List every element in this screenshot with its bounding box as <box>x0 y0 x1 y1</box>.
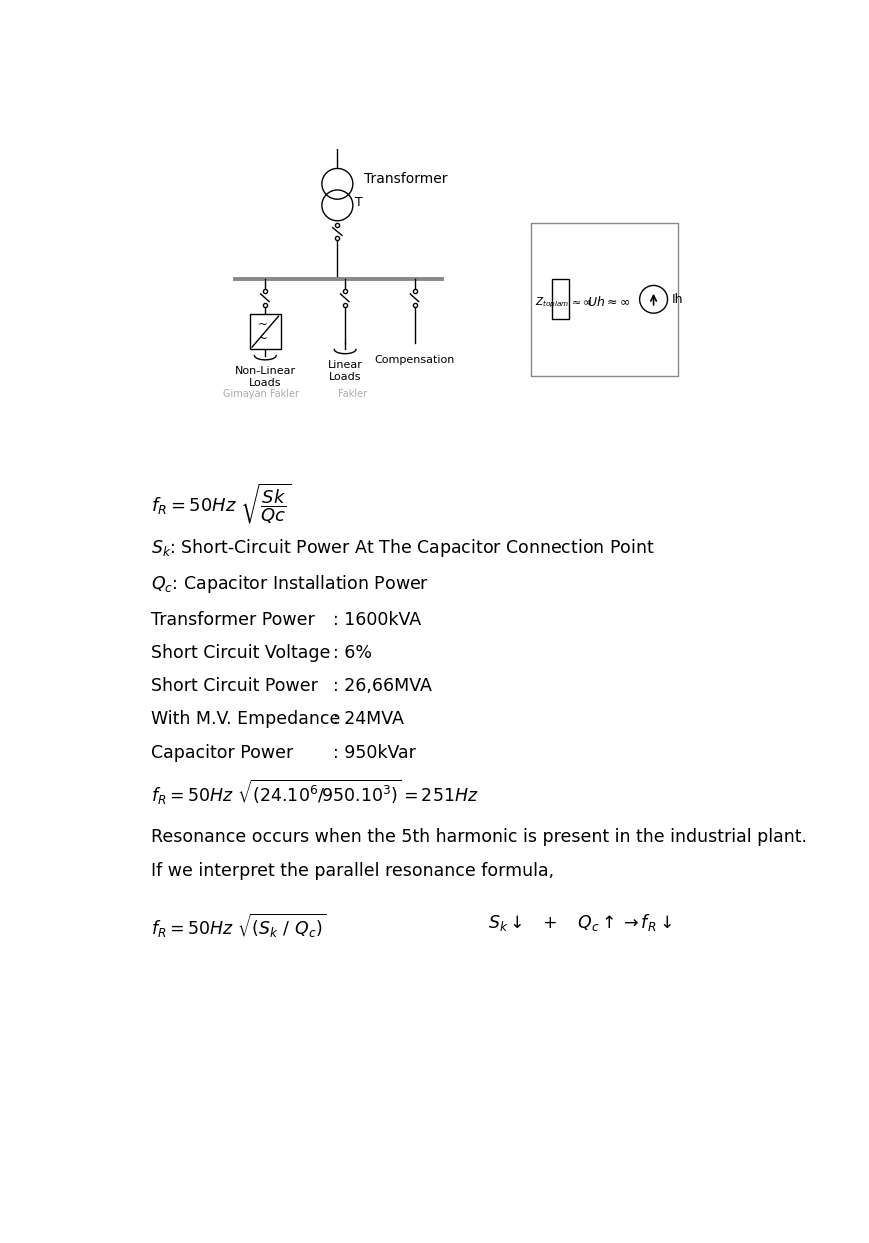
Text: Short Circuit Voltage: Short Circuit Voltage <box>151 644 330 663</box>
Text: With M.V. Empedance: With M.V. Empedance <box>151 711 341 728</box>
Text: Compensation: Compensation <box>375 354 454 364</box>
Bar <box>249 314 281 349</box>
Text: If we interpret the parallel resonance formula,: If we interpret the parallel resonance f… <box>151 863 554 880</box>
Text: $Z_{toplam}$: $Z_{toplam}$ <box>534 295 568 310</box>
Text: Ih: Ih <box>671 293 682 306</box>
Bar <box>552 280 568 319</box>
Text: ~: ~ <box>258 332 268 346</box>
Text: Capacitor Power: Capacitor Power <box>151 743 294 762</box>
Text: : 24MVA: : 24MVA <box>333 711 404 728</box>
Text: Short Circuit Power: Short Circuit Power <box>151 677 318 695</box>
Bar <box>530 222 678 375</box>
Text: : 6%: : 6% <box>333 644 372 663</box>
Text: Transformer Power: Transformer Power <box>151 612 315 629</box>
Text: $Q_c$: Capacitor Installation Power: $Q_c$: Capacitor Installation Power <box>151 573 429 594</box>
Text: T: T <box>355 196 362 209</box>
Text: Linear
Loads: Linear Loads <box>328 360 362 382</box>
Text: $\approx\infty$: $\approx\infty$ <box>568 297 592 307</box>
Text: Non-Linear
Loads: Non-Linear Loads <box>235 367 295 388</box>
Text: $f_R = 50Hz\ \sqrt{(24.10^6 / 950.10^3)} = 251Hz$: $f_R = 50Hz\ \sqrt{(24.10^6 / 950.10^3)}… <box>151 778 479 807</box>
Text: : 26,66MVA: : 26,66MVA <box>333 677 432 695</box>
Text: : 1600kVA: : 1600kVA <box>333 612 421 629</box>
Text: Fakler: Fakler <box>338 389 367 399</box>
Text: $f_R = 50Hz\ \sqrt{(S_k\ /\ Q_c)}$: $f_R = 50Hz\ \sqrt{(S_k\ /\ Q_c)}$ <box>151 912 326 941</box>
Text: $S_k\downarrow\ \ +\ \ \ Q_c\uparrow\rightarrow f_R\downarrow$: $S_k\downarrow\ \ +\ \ \ Q_c\uparrow\rig… <box>488 912 672 933</box>
Text: Transformer: Transformer <box>363 173 447 186</box>
Text: Gimayan Fakler: Gimayan Fakler <box>223 389 299 399</box>
Text: ~: ~ <box>258 318 268 331</box>
Text: $f_R = 50Hz\ \sqrt{\dfrac{Sk}{Qc}}$: $f_R = 50Hz\ \sqrt{\dfrac{Sk}{Qc}}$ <box>151 482 291 526</box>
Text: : 950kVar: : 950kVar <box>333 743 416 762</box>
Text: Resonance occurs when the 5th harmonic is present in the industrial plant.: Resonance occurs when the 5th harmonic i… <box>151 828 806 846</box>
Text: $S_k$: Short-Circuit Power At The Capacitor Connection Point: $S_k$: Short-Circuit Power At The Capaci… <box>151 537 654 559</box>
Text: $Uh\approx\infty$: $Uh\approx\infty$ <box>587 296 630 310</box>
